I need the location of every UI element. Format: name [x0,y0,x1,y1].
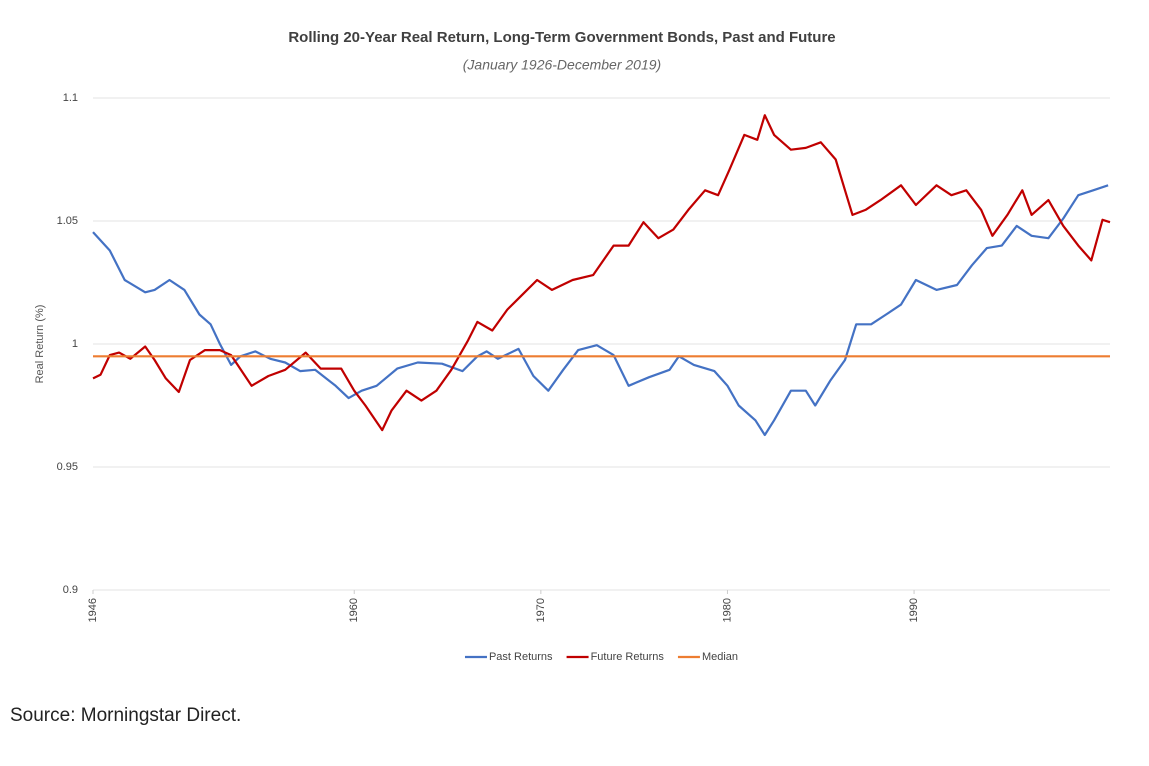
legend-label: Median [702,651,738,663]
x-tick-label: 1990 [908,598,920,622]
x-tick-label: 1960 [348,598,360,622]
data-line [92,114,1111,432]
legend-label: Future Returns [591,651,665,663]
y-axis-label: Real Return (%) [34,305,46,384]
data-line [92,184,1109,437]
y-tick-label: 0.95 [57,461,78,473]
chart-title: Rolling 20-Year Real Return, Long-Term G… [288,29,835,46]
chart-subtitle: (January 1926-December 2019) [463,57,661,73]
source-note: Source: Morningstar Direct. [10,705,241,726]
y-tick-label: 1.1 [63,92,78,104]
x-tick-label: 1980 [721,598,733,622]
y-tick-label: 0.9 [63,584,78,596]
y-tick-label: 1.05 [57,215,78,227]
y-tick-label: 1 [72,338,78,350]
x-tick-label: 1970 [535,598,547,622]
legend-label: Past Returns [489,651,553,663]
x-tick-label: 1946 [87,598,99,622]
